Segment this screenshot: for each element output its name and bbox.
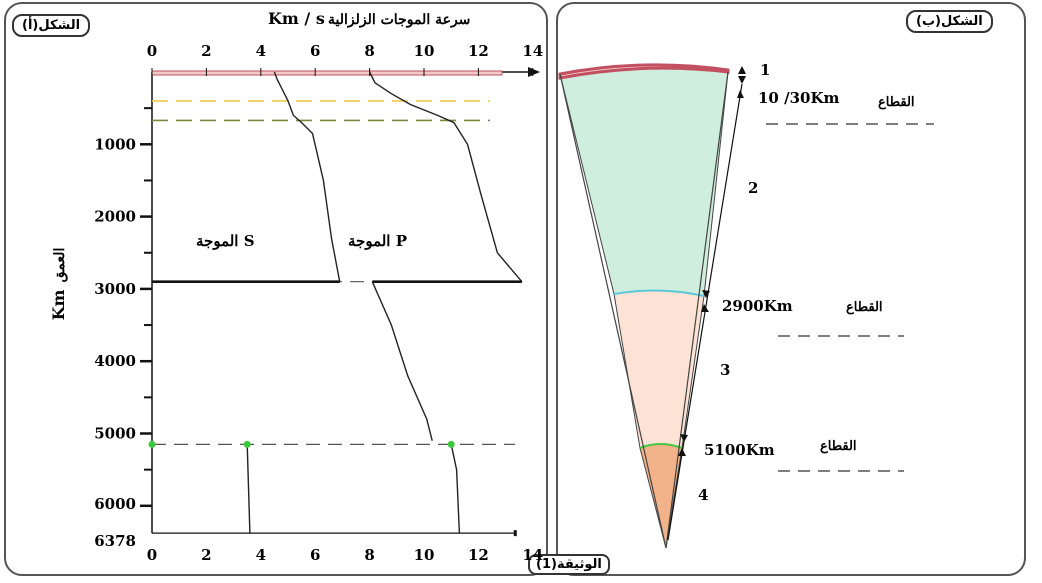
x-tick-bottom: 6 xyxy=(310,546,320,564)
x-tick-top: 4 xyxy=(256,42,266,60)
s-wave-mantle-curve xyxy=(273,71,341,282)
y-tick-label: 2000 xyxy=(94,208,136,226)
figure-b-tag: الشكل(ب) xyxy=(906,10,993,33)
icb-marker xyxy=(148,440,156,448)
crust-band xyxy=(151,70,503,76)
y-tick-label: 6000 xyxy=(94,495,136,513)
x-tick-bottom: 14 xyxy=(522,546,543,564)
zone-3-label: 3 xyxy=(720,361,730,379)
figure-a-tag: الشكل(أ) xyxy=(12,14,91,37)
x-tick-bottom: 4 xyxy=(256,546,266,564)
y-tick-label: 1000 xyxy=(94,135,136,153)
outer-core-region xyxy=(613,289,705,449)
s-wave-inner-core-curve xyxy=(246,444,251,534)
boundary-1-depth: 10 /30Km xyxy=(758,89,839,107)
chart-axes xyxy=(151,67,540,534)
x-tick-top: 8 xyxy=(364,42,374,60)
p-wave-mantle-curve xyxy=(368,71,523,283)
x-tick-top: 14 xyxy=(522,42,543,60)
boundary-1-word: القطاع xyxy=(878,95,915,110)
chart-series xyxy=(148,71,523,534)
x-tick-bottom: 2 xyxy=(201,546,211,564)
zone-1-label: 1 xyxy=(760,61,770,79)
y-tick-label: 4000 xyxy=(94,352,136,370)
p-wave-outer-core-curve xyxy=(371,281,433,441)
y-tick-label: 3000 xyxy=(94,280,136,298)
x-tick-bottom: 8 xyxy=(364,546,374,564)
x-axis-arrow xyxy=(528,67,540,77)
y-tick-label: 5000 xyxy=(94,425,136,443)
document-label: الوثيقة(1) xyxy=(528,554,610,575)
chart-title: سرعة الموجات الزلزالية xyxy=(328,12,470,28)
x-tick-bottom: 10 xyxy=(414,546,435,564)
y-tick-label: 6378 xyxy=(94,532,136,550)
x-tick-top: 6 xyxy=(310,42,320,60)
boundary-2-word: القطاع xyxy=(846,300,883,315)
core-mantle-boundary xyxy=(613,289,705,297)
x-tick-top: 10 xyxy=(414,42,435,60)
zone-4-label: 4 xyxy=(698,486,708,504)
zone-2-label: 2 xyxy=(748,179,758,197)
x-tick-top: 12 xyxy=(468,42,489,60)
p-wave-inner-core-curve xyxy=(450,444,461,534)
x-tick-mark-bottom xyxy=(513,530,517,537)
x-tick-top: 0 xyxy=(147,42,157,60)
chart-ticks: 0 2 4 6 8 10 12 14 0 2 4 6 8 10 12 14 1000 2000 3000 4000 50… xyxy=(94,42,543,564)
x-tick-top: 2 xyxy=(201,42,211,60)
arrow-head-top xyxy=(738,66,746,74)
icb-marker xyxy=(243,440,251,448)
earth-wedge-diagram xyxy=(558,63,934,549)
chart-title-unit: Km / s xyxy=(268,9,325,28)
icb-marker xyxy=(447,440,455,448)
p-wave-label: الموجة P xyxy=(348,232,407,250)
boundary-3-word: القطاع xyxy=(820,439,857,454)
boundary-3-depth: 5100Km xyxy=(704,441,775,459)
boundary-2-depth: 2900Km xyxy=(722,297,793,315)
y-axis-label: العمق xyxy=(52,248,68,283)
x-tick-bottom: 12 xyxy=(468,546,489,564)
y-axis-unit: Km xyxy=(49,290,68,321)
x-tick-bottom: 0 xyxy=(147,546,157,564)
s-wave-label: الموجة S xyxy=(196,232,255,250)
